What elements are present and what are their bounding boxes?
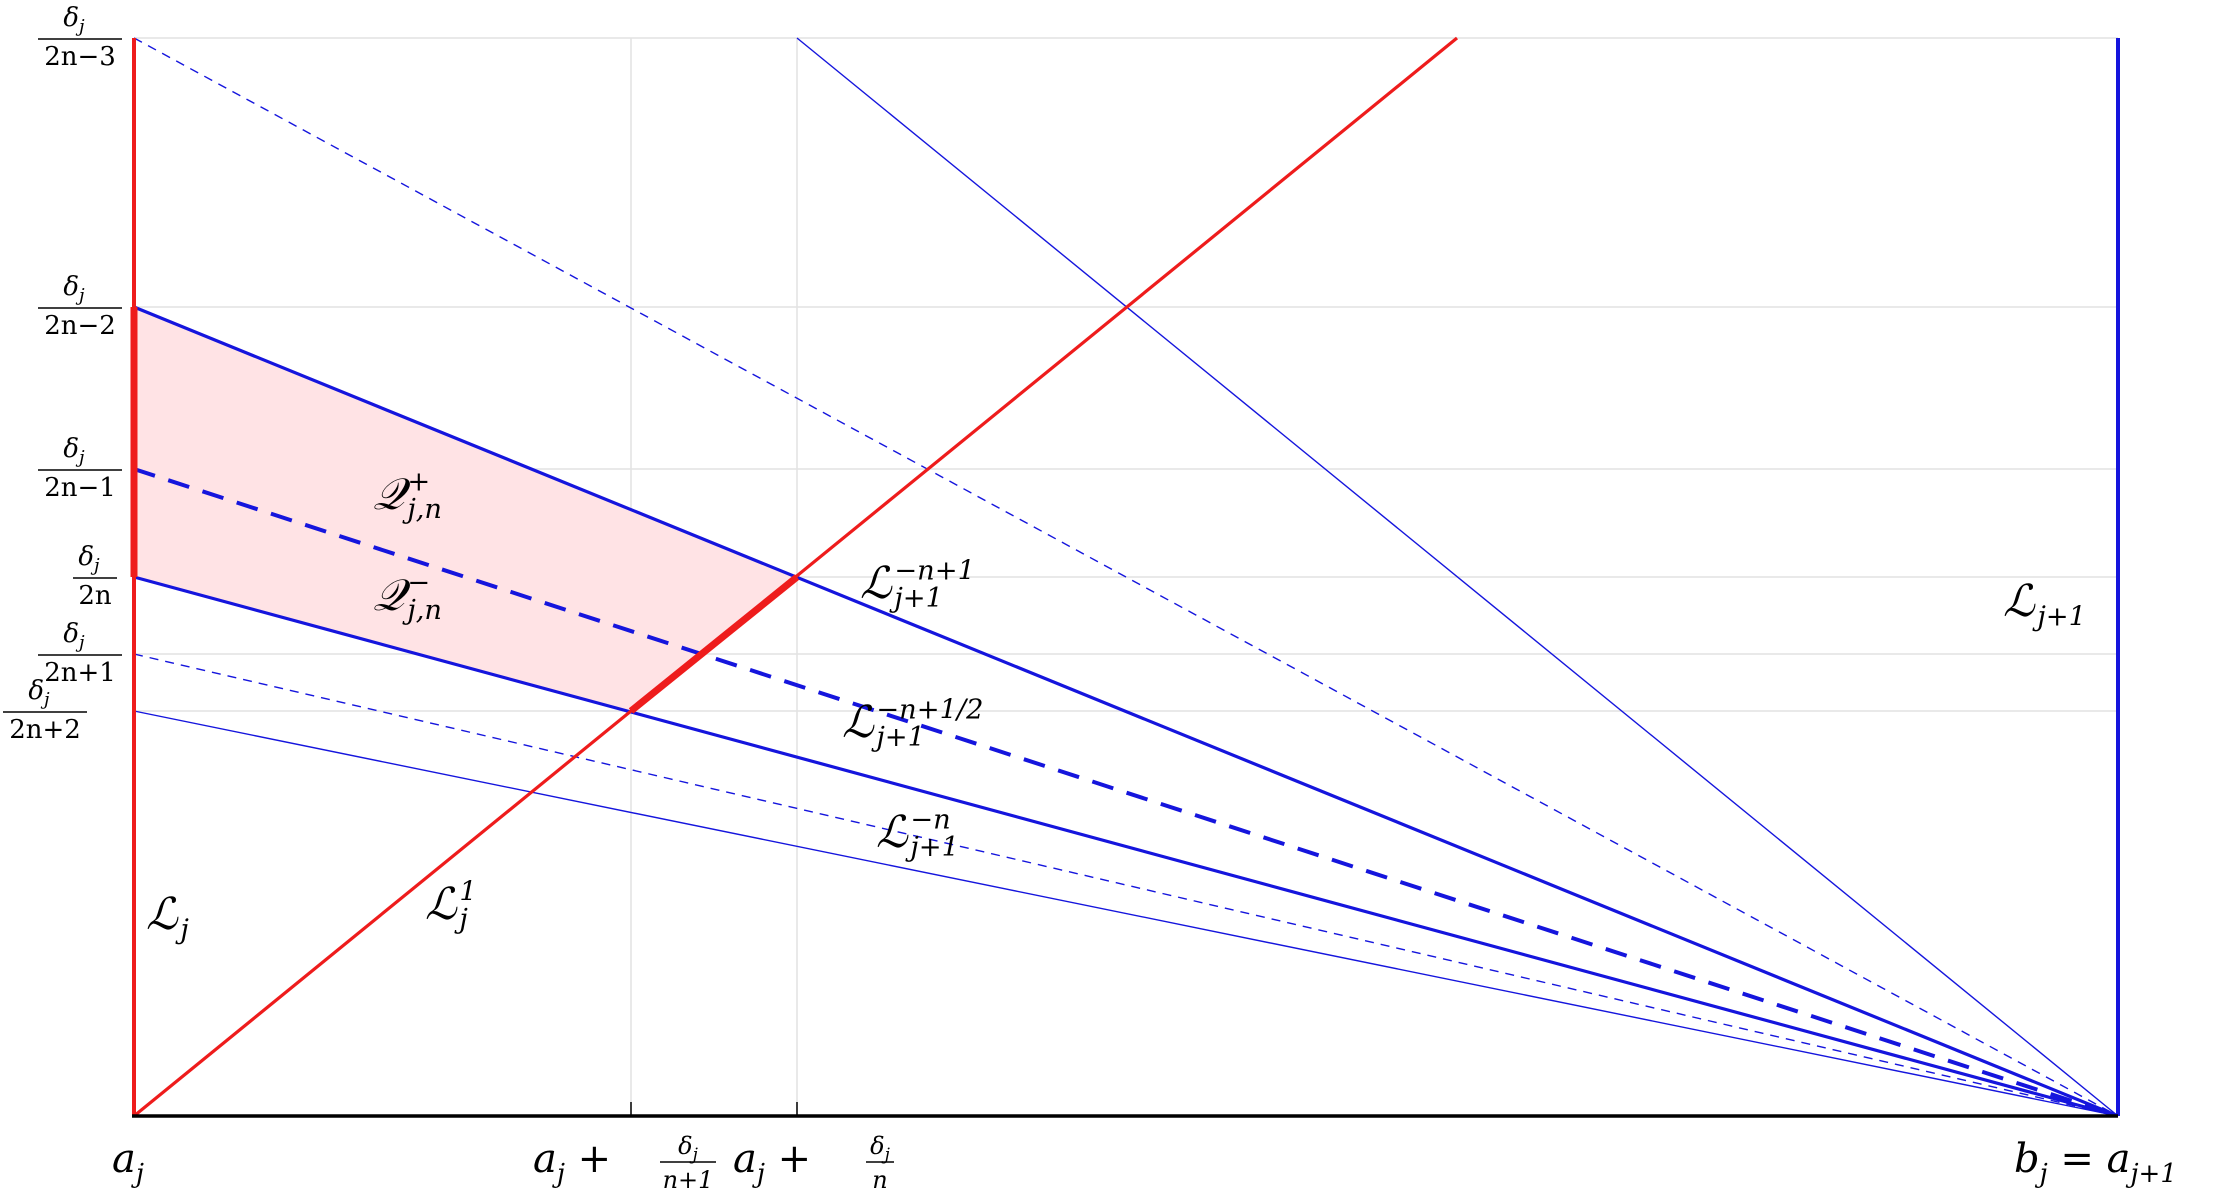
line-thin-steep — [796, 37, 2119, 1117]
x-tick-mid1-base: aj + — [533, 1136, 611, 1189]
label-l-n1: ℒ−n+1 j+1 — [860, 556, 975, 614]
shaded-region-q — [134, 307, 797, 711]
x-tick-right: bj = aj+1 — [2014, 1136, 2177, 1189]
segment-lj1-thick — [628, 574, 800, 714]
y-tick-label-3: δj 2n — [73, 542, 117, 611]
x-tick-mid2: aj + δjn — [733, 1132, 894, 1194]
line-l-n1 — [133, 305, 2119, 1118]
line-l-half — [133, 467, 2119, 1118]
y-tick-den: 2n−3 — [44, 42, 116, 72]
plot-lines — [130, 36, 2120, 1118]
y-tick-label-5: δj 2n+2 — [3, 676, 87, 745]
y-tick-den: 2n−2 — [44, 311, 116, 341]
line-thin-low — [133, 710, 2119, 1117]
x-tick-mid1-num: δj — [678, 1132, 698, 1165]
y-tick-num: δj — [78, 542, 100, 576]
label-lj: ℒj — [146, 889, 189, 946]
y-tick-num: δj — [63, 3, 85, 37]
y-tick-num: δj — [28, 676, 50, 710]
x-tick-mid1-den: n+1 — [663, 1166, 714, 1194]
label-l-half: ℒ−n+1/2 j+1 — [842, 695, 983, 753]
x-tick-mid2-den: n — [872, 1166, 887, 1194]
x-tick-aj: aj — [112, 1136, 144, 1189]
line-dashed-low — [133, 653, 2119, 1117]
y-tick-den: 2n+2 — [9, 715, 81, 745]
x-tick-mid1: aj + δjn+1 — [533, 1132, 716, 1194]
line-l-n — [133, 575, 2119, 1118]
y-tick-den: 2n+1 — [44, 658, 116, 688]
y-tick-den: 2n — [78, 581, 112, 611]
y-tick-num: δj — [63, 272, 85, 306]
region-fill — [134, 307, 797, 711]
y-tick-label-4: δj 2n+1 — [38, 619, 122, 688]
line-dashed-top — [133, 37, 2119, 1117]
y-tick-label-0: δj 2n−3 — [38, 3, 122, 72]
label-lj1: ℒ1 j — [425, 877, 477, 935]
y-tick-den: 2n−1 — [44, 473, 116, 503]
x-tick-mid2-base: aj + — [733, 1136, 811, 1189]
y-tick-label-2: δj 2n−1 — [38, 434, 122, 503]
label-q-plus: 𝒬+ j,n — [373, 467, 442, 525]
label-ljp1: ℒj+1 — [2003, 576, 2086, 633]
y-tick-num: δj — [63, 619, 85, 653]
x-tick-mid2-num: δj — [870, 1132, 890, 1165]
y-tick-num: δj — [63, 434, 85, 468]
label-l-n: ℒ−n j+1 — [876, 805, 959, 863]
y-tick-label-1: δj 2n−2 — [38, 272, 122, 341]
